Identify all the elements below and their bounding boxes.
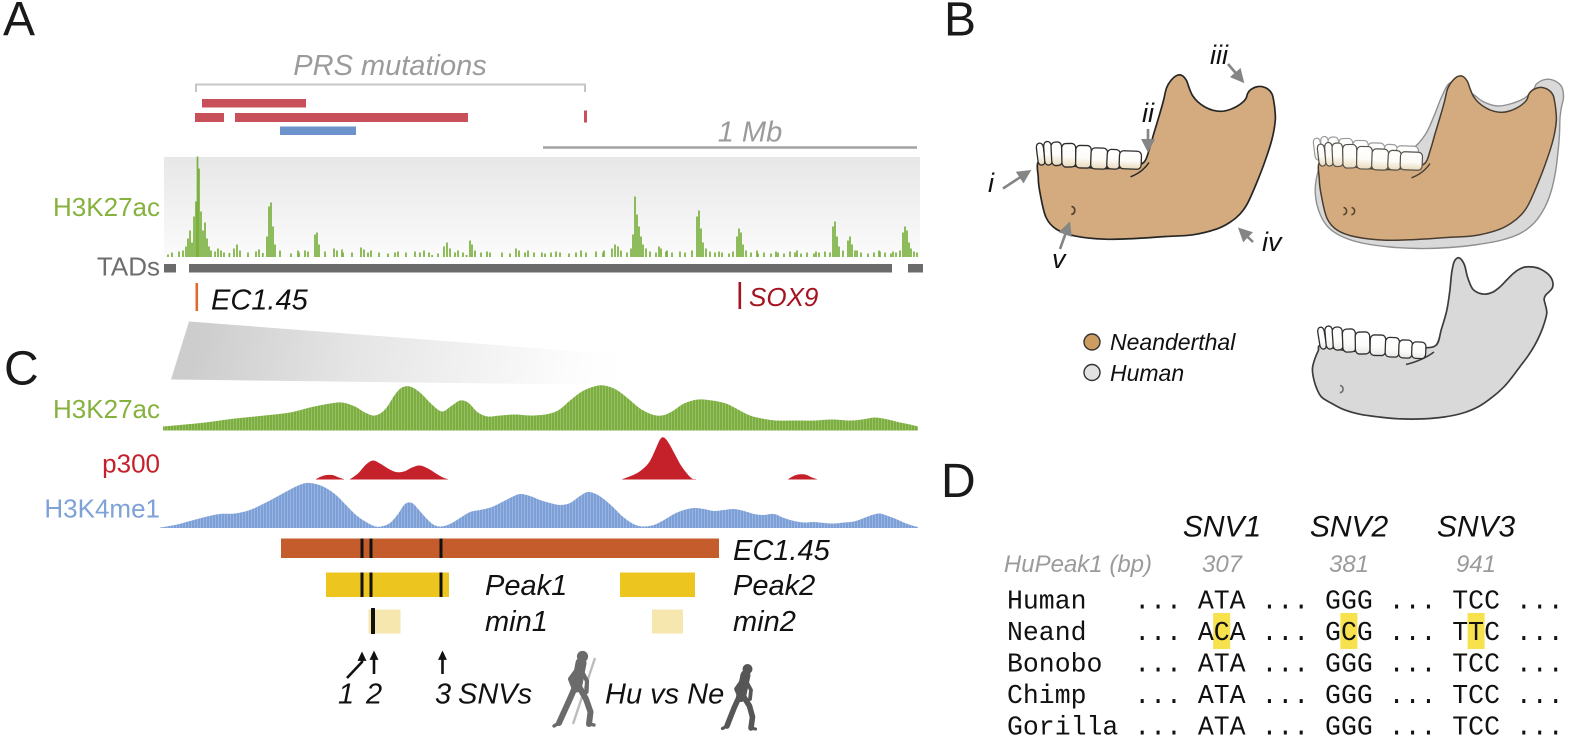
svg-text:min2: min2 xyxy=(733,606,796,638)
svg-text:EC1.45: EC1.45 xyxy=(211,285,309,317)
svg-text:SNV3: SNV3 xyxy=(1437,511,1516,544)
svg-text:2: 2 xyxy=(365,679,382,711)
svg-text:H3K4me1: H3K4me1 xyxy=(44,494,160,524)
svg-text:Chimp ... ATA ... GGG ... TC: Chimp ... ATA ... GGG ... TCC ... xyxy=(1007,681,1564,711)
svg-text:941: 941 xyxy=(1456,551,1496,578)
svg-text:D: D xyxy=(941,455,976,508)
svg-text:Peak2: Peak2 xyxy=(733,570,815,602)
svg-text:B: B xyxy=(944,0,976,47)
svg-text:H3K27ac: H3K27ac xyxy=(53,394,160,424)
svg-text:3: 3 xyxy=(435,679,451,711)
svg-text:C: C xyxy=(4,343,39,396)
svg-text:Hu vs Ne: Hu vs Ne xyxy=(605,679,724,711)
svg-text:PRS mutations: PRS mutations xyxy=(293,50,486,82)
svg-text:H3K27ac: H3K27ac xyxy=(53,192,160,222)
svg-text:Gorilla ... ATA ... GGG ... TC: Gorilla ... ATA ... GGG ... TCC ... xyxy=(1007,713,1564,742)
svg-text:Human: Human xyxy=(1110,360,1184,386)
svg-text:HuPeak1 (bp): HuPeak1 (bp) xyxy=(1004,551,1152,578)
svg-text:1: 1 xyxy=(338,679,354,711)
svg-text:v: v xyxy=(1052,244,1067,274)
svg-text:SOX9: SOX9 xyxy=(749,282,818,312)
svg-text:Human ... ATA ... GGG ... TC: Human ... ATA ... GGG ... TCC ... xyxy=(1007,587,1564,617)
svg-text:i: i xyxy=(988,168,995,198)
svg-text:p300: p300 xyxy=(102,449,160,479)
svg-text:min1: min1 xyxy=(485,606,548,638)
svg-text:SNVs: SNVs xyxy=(458,679,532,711)
svg-text:381: 381 xyxy=(1329,551,1369,578)
svg-text:Neand ... ACA ... GCG ... TT: Neand ... ACA ... GCG ... TTC ... xyxy=(1007,618,1564,648)
svg-text:ii: ii xyxy=(1142,98,1155,128)
svg-text:1 Mb: 1 Mb xyxy=(718,117,782,149)
svg-text:TADs: TADs xyxy=(97,252,160,282)
svg-text:SNV1: SNV1 xyxy=(1183,511,1261,544)
svg-text:Bonobo ... ATA ... GGG ... TC: Bonobo ... ATA ... GGG ... TCC ... xyxy=(1007,650,1564,680)
svg-text:SNV2: SNV2 xyxy=(1310,511,1389,544)
svg-text:iv: iv xyxy=(1262,227,1283,257)
svg-text:iii: iii xyxy=(1210,40,1229,70)
svg-text:A: A xyxy=(3,0,35,46)
svg-text:Peak1: Peak1 xyxy=(485,570,567,602)
svg-text:EC1.45: EC1.45 xyxy=(733,535,831,567)
svg-text:Neanderthal: Neanderthal xyxy=(1110,329,1236,355)
svg-text:307: 307 xyxy=(1202,551,1244,578)
